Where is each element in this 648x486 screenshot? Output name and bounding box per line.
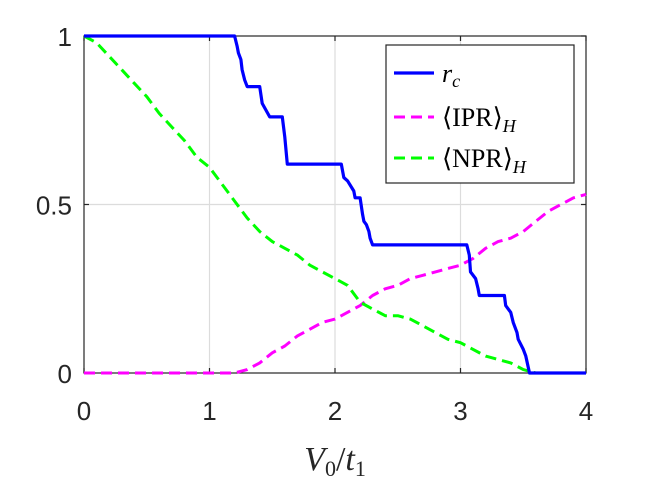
x-tick-label: 0 [77,396,91,426]
y-tick-label: 0.5 [36,191,72,221]
x-axis-title-a-sub: 0 [325,456,336,481]
series-line-rc [84,34,586,375]
legend-label-npr-sub: H [512,157,527,177]
x-tick-label: 1 [202,396,216,426]
legend-box [385,44,575,184]
legend-label-ipr-symbol: ⟨IPR⟩ [442,103,503,132]
x-axis-title: V0/t1 [304,441,366,481]
legend-label-ipr-sub: H [502,116,517,136]
legend-label-rc: rc [442,59,460,91]
axis-ticks: 0 1 2 3 4 0 0.5 1 [36,22,593,426]
legend-label-ipr: ⟨IPR⟩H [442,103,517,136]
x-axis-title-b-sub: 1 [355,456,366,481]
x-tick-label: 3 [453,396,467,426]
series-line-ipr [84,192,587,375]
x-axis-title-slash: / [336,441,346,478]
x-tick-label: 4 [579,396,593,426]
x-tick-label: 2 [328,396,342,426]
legend: rc ⟨IPR⟩H ⟨NPR⟩H [385,44,575,184]
series-line-npr [83,34,586,375]
series-lines [83,34,587,375]
legend-label-rc-sub: c [452,71,460,91]
x-axis-title-b: t [345,441,356,478]
legend-label-npr: ⟨NPR⟩H [442,144,527,177]
y-tick-label: 1 [58,22,72,52]
legend-label-npr-symbol: ⟨NPR⟩ [442,144,513,173]
y-tick-label: 0 [58,359,72,389]
legend-label-rc-symbol: r [442,59,453,88]
